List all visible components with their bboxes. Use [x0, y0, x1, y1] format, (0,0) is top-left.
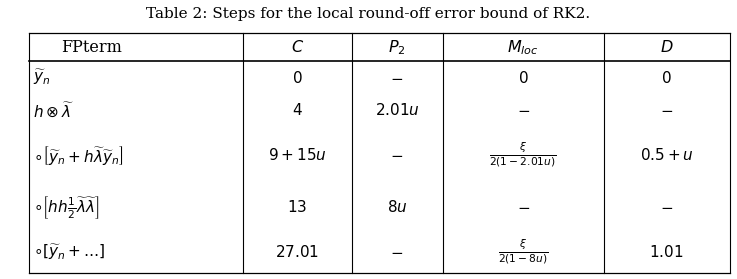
Text: $P_2$: $P_2$	[388, 38, 406, 57]
Text: $\circ\left[hh\frac{1}{2}\widetilde{\lambda}\widetilde{\lambda}\right]$: $\circ\left[hh\frac{1}{2}\widetilde{\lam…	[33, 194, 99, 221]
Text: $\frac{\xi}{2(1-8u)}$: $\frac{\xi}{2(1-8u)}$	[497, 238, 548, 266]
Text: $4$: $4$	[292, 102, 303, 118]
Text: $1.01$: $1.01$	[649, 244, 684, 260]
Text: $0$: $0$	[661, 69, 672, 86]
Text: $\circ\left[\widetilde{y}_n + h\widetilde{\lambda}\widetilde{y}_n\right]$: $\circ\left[\widetilde{y}_n + h\widetild…	[33, 144, 124, 167]
Text: Table 2: Steps for the local round-off error bound of RK2.: Table 2: Steps for the local round-off e…	[147, 7, 590, 21]
Text: $0$: $0$	[518, 69, 528, 86]
Text: FPterm: FPterm	[61, 39, 122, 56]
Text: $D$: $D$	[660, 39, 674, 56]
Text: $-$: $-$	[660, 200, 673, 214]
Text: $M_{loc}$: $M_{loc}$	[507, 38, 539, 57]
Text: $\frac{\xi}{2(1-2.01u)}$: $\frac{\xi}{2(1-2.01u)}$	[489, 141, 557, 169]
Text: $9+15u$: $9+15u$	[268, 147, 326, 163]
Text: $13$: $13$	[287, 199, 307, 215]
Text: $0$: $0$	[292, 69, 303, 86]
Text: $2.01u$: $2.01u$	[374, 102, 419, 118]
Text: $-$: $-$	[517, 200, 530, 214]
Text: $C$: $C$	[290, 39, 304, 56]
Text: $h \otimes \widetilde{\lambda}$: $h \otimes \widetilde{\lambda}$	[33, 101, 74, 119]
Text: $-$: $-$	[391, 71, 404, 85]
Text: $8u$: $8u$	[387, 199, 408, 215]
Text: $-$: $-$	[391, 148, 404, 162]
Text: $27.01$: $27.01$	[275, 244, 319, 260]
Text: $\widetilde{y}_n$: $\widetilde{y}_n$	[33, 68, 51, 87]
Text: $\circ\left[\widetilde{y}_n+\ldots\right]$: $\circ\left[\widetilde{y}_n+\ldots\right…	[33, 242, 105, 262]
Text: $-$: $-$	[660, 103, 673, 117]
Text: $-$: $-$	[391, 245, 404, 259]
Text: $-$: $-$	[517, 103, 530, 117]
Text: $0.5+u$: $0.5+u$	[640, 147, 694, 163]
